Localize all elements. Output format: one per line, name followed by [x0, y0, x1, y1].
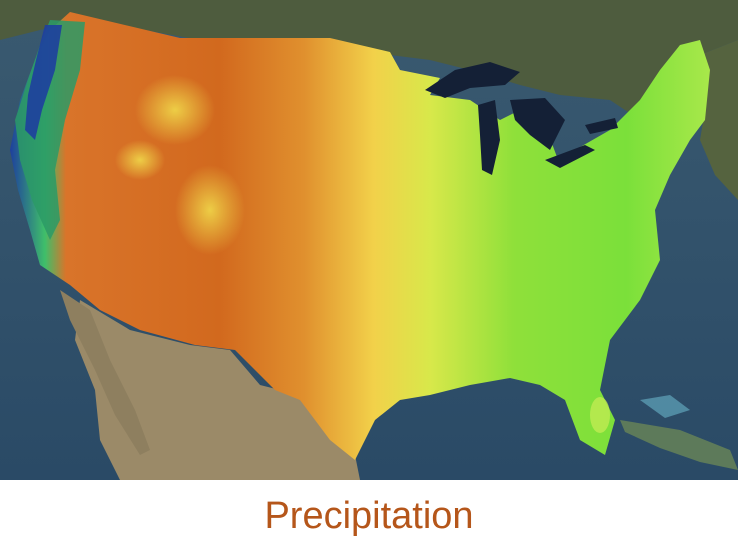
lake-ontario: [585, 118, 618, 134]
coastal-very-wet-zone: [25, 25, 62, 140]
lake-huron: [510, 98, 565, 150]
caribbean-islands: [620, 420, 738, 470]
mexico-land: [75, 300, 360, 480]
pacific-northwest-wet-zone: [15, 20, 85, 240]
canada-land: [0, 0, 738, 120]
lake-superior: [425, 62, 520, 98]
lake-erie: [545, 145, 595, 168]
rockies-highlight: [175, 165, 245, 255]
florida-highlight: [590, 397, 610, 433]
bahamas-shoals: [640, 395, 690, 418]
precipitation-map: [0, 0, 738, 480]
canada-land-east: [700, 40, 738, 200]
lake-michigan: [478, 100, 500, 175]
map-caption: Precipitation: [264, 495, 474, 537]
rockies-highlight: [135, 75, 215, 145]
map-svg: [0, 0, 738, 480]
baja-california: [60, 290, 150, 455]
rockies-highlight: [115, 140, 165, 180]
